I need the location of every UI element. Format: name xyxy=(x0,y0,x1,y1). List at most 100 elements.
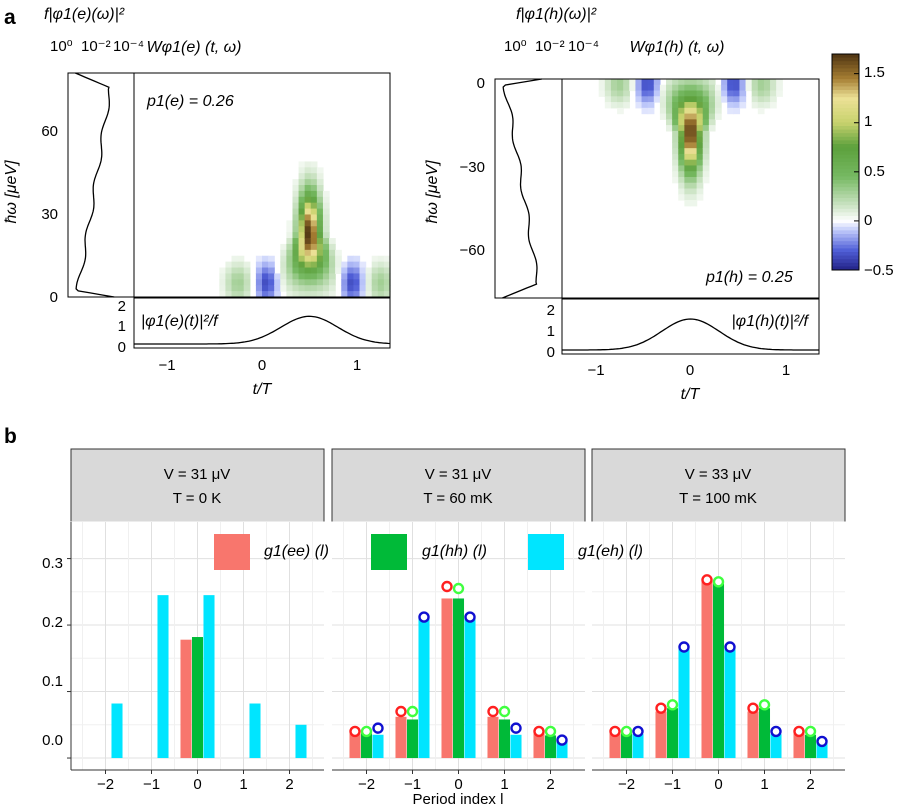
wh-heat-cell xyxy=(659,96,667,103)
wh-heat-cell xyxy=(727,79,734,86)
we-heat-cell xyxy=(377,255,385,263)
wh-heat-cell xyxy=(751,96,759,103)
we-heat-cell xyxy=(304,173,312,180)
we-heat-cell xyxy=(231,267,239,275)
electron-xlabel: t/T xyxy=(253,381,273,398)
wh-heat-cell xyxy=(684,148,692,155)
wh-heat-cell xyxy=(757,107,765,115)
wh-heat-cell xyxy=(647,102,655,109)
point-eh xyxy=(418,611,430,623)
x-tick-label: 0 xyxy=(454,776,462,793)
we-heat-cell xyxy=(280,285,287,292)
wh-heat-cell xyxy=(604,102,612,109)
wh-heat-cell xyxy=(757,84,765,92)
hole-spectral-tick-1: 10⁰ xyxy=(504,38,527,55)
hole-ttick-1: 1 xyxy=(547,323,555,340)
bar-eh xyxy=(249,703,261,759)
we-heat-cell xyxy=(322,232,330,239)
wh-heat-cell xyxy=(647,96,655,103)
x-tick-label: 1 xyxy=(760,776,768,793)
colorbar-segment xyxy=(832,61,859,66)
we-heat-cell xyxy=(383,285,391,292)
wh-heat-cell xyxy=(763,84,771,92)
hole-xtick-0: 0 xyxy=(686,362,694,379)
electron-temporal-frame xyxy=(133,297,391,349)
we-heat-cell xyxy=(329,291,336,298)
hole-xtick-m1: −1 xyxy=(587,362,604,379)
wh-heat-cell xyxy=(696,113,704,120)
we-heat-cell xyxy=(268,285,275,292)
facet-2-temperature: T = 60 mK xyxy=(423,490,492,507)
wh-heat-cell xyxy=(702,136,710,143)
we-heat-cell xyxy=(383,255,391,263)
wh-heat-cell xyxy=(678,96,685,103)
bar-hh xyxy=(758,708,771,759)
wh-heat-cell xyxy=(702,125,710,132)
wh-heat-cell xyxy=(708,107,716,115)
wh-heat-cell xyxy=(684,84,692,92)
x-tick-label: 2 xyxy=(806,776,814,793)
wh-heat-cell xyxy=(678,79,685,86)
we-heat-cell xyxy=(298,273,306,280)
wh-heat-cell xyxy=(745,84,753,92)
we-heat-cell xyxy=(298,161,306,168)
wh-heat-cell xyxy=(702,153,710,161)
wh-heat-cell xyxy=(690,148,698,155)
bar-hh xyxy=(666,708,679,759)
point-hh xyxy=(544,725,557,738)
point-eh xyxy=(724,641,736,653)
bar-ytick-0-2: 0.2 xyxy=(42,614,63,631)
we-heat-cell xyxy=(292,208,300,216)
hole-ytick-m30: −30 xyxy=(460,159,485,176)
correlation-bar-chart: V = 31 μV T = 0 K V = 31 μV T = 60 mK V … xyxy=(42,448,846,808)
we-heat-cell xyxy=(304,190,312,198)
wh-heat-cell xyxy=(678,136,685,143)
wh-heat-cell xyxy=(666,119,673,126)
we-heat-cell xyxy=(237,261,245,269)
we-heat-cell xyxy=(286,243,294,251)
wh-heat-cell xyxy=(604,96,612,103)
point-hh xyxy=(712,576,725,588)
wh-heat-cell xyxy=(714,107,722,115)
bar-hh xyxy=(498,719,511,759)
wh-heat-cell xyxy=(684,176,692,184)
wh-heat-cell xyxy=(629,84,637,92)
wh-heat-cell xyxy=(666,125,673,132)
we-heat-cell xyxy=(298,285,306,292)
bar-eh xyxy=(510,734,522,759)
hole-spectral-tick-2: 10⁻² xyxy=(535,38,565,55)
we-heat-cell xyxy=(292,220,300,227)
point-ee xyxy=(349,725,361,738)
colorbar-segment xyxy=(832,252,859,257)
wh-heat-cell xyxy=(666,84,673,92)
wh-heat-cell xyxy=(721,96,728,103)
we-heat-cell xyxy=(341,279,348,286)
wh-heat-cell xyxy=(684,130,692,138)
we-heat-cell xyxy=(347,255,355,263)
we-heat-cell xyxy=(304,291,312,298)
we-heat-cell xyxy=(310,226,318,233)
colorbar-segment xyxy=(832,129,859,134)
facet-3-voltage: V = 33 μV xyxy=(685,466,752,483)
wh-heat-cell xyxy=(635,84,643,92)
colorbar xyxy=(832,54,859,271)
wh-heat-cell xyxy=(727,102,734,109)
we-heat-cell xyxy=(286,232,294,239)
x-tick-label: −2 xyxy=(358,776,375,793)
we-heat-cell xyxy=(353,261,361,269)
hole-spectral-frame xyxy=(494,78,563,299)
hole-spectral-curve xyxy=(502,78,543,299)
we-heat-cell xyxy=(292,255,300,263)
wh-heat-cell xyxy=(678,90,685,97)
we-heat-cell xyxy=(304,285,312,292)
colorbar-segment xyxy=(832,144,859,149)
wh-heat-cell xyxy=(641,102,649,109)
facet-strip-1 xyxy=(70,448,325,523)
bar-eh xyxy=(203,595,215,759)
colorbar-segment xyxy=(832,154,859,159)
we-heat-cell xyxy=(255,291,263,298)
we-heat-cell xyxy=(298,232,306,239)
wh-heat-cell xyxy=(678,130,685,138)
wh-heat-cell xyxy=(647,84,655,92)
wh-heat-cell xyxy=(690,171,698,178)
